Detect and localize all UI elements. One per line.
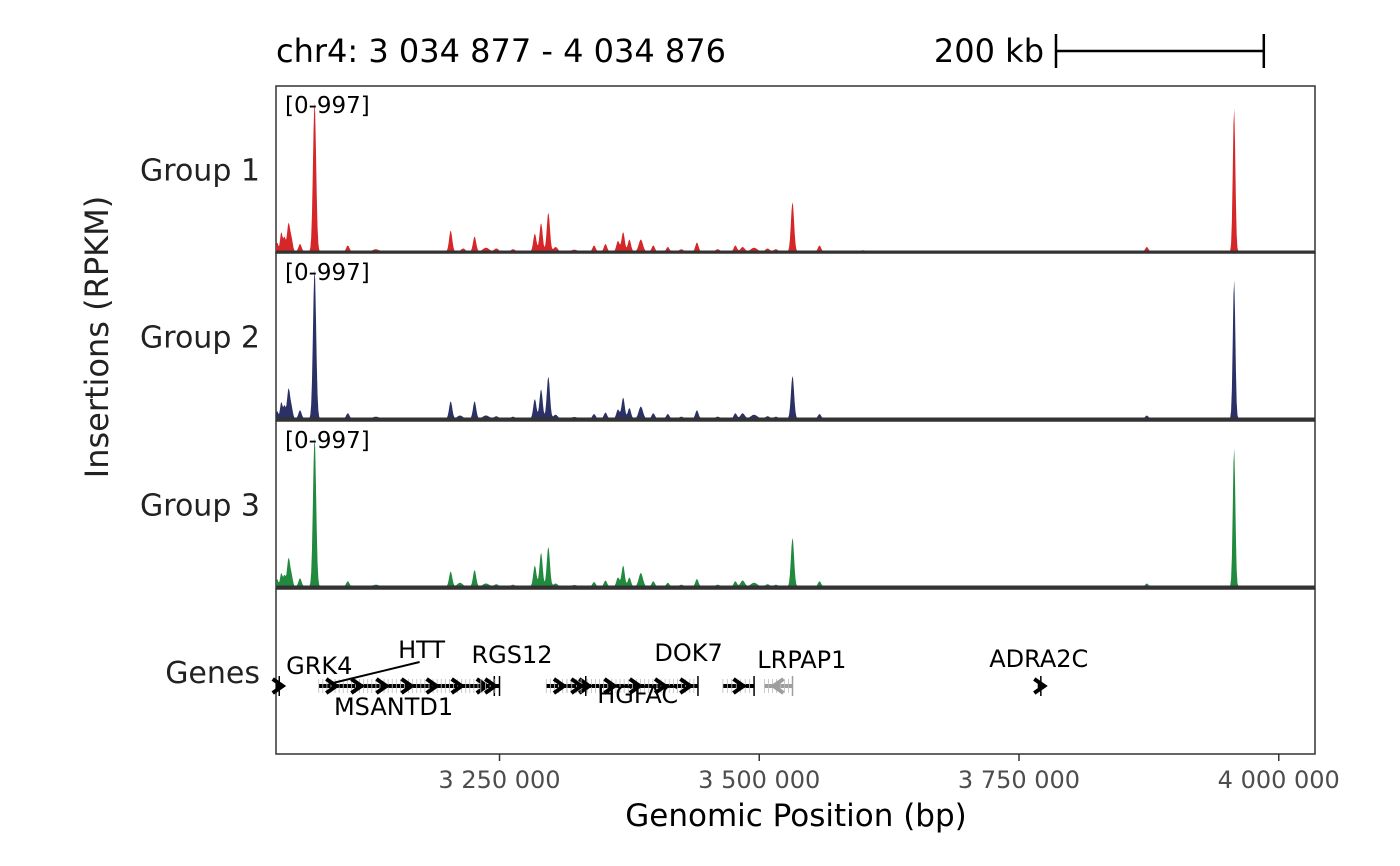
track-name-label: Group 3 <box>140 489 260 524</box>
track-range-label: [0-997] <box>285 260 370 286</box>
gene-label: HGFAC <box>597 681 678 709</box>
strand-arrow <box>603 677 618 695</box>
gene-annotations: GRK4 HTT MSANTD1 RGS12 HGFAC DOK7 LRPAP1 ADRA2C <box>271 636 1088 721</box>
gene-lrpap1: LRPAP1 <box>757 646 846 696</box>
genes-track-frame <box>275 588 1316 755</box>
track-3: [0-997] Group 3 <box>140 420 1316 589</box>
strand-arrow <box>552 677 568 695</box>
gene-adra2c: ADRA2C <box>989 645 1088 696</box>
x-axis: 3 250 000 3 500 000 3 750 000 4 000 000 <box>438 754 1340 794</box>
gene-label: DOK7 <box>654 639 722 667</box>
strand-arrow <box>271 677 287 695</box>
track-1: [0-997] Group 1 <box>140 85 1316 254</box>
gene-hgfac: HGFAC <box>566 676 678 709</box>
track-frame <box>275 85 1316 254</box>
strand-arrow <box>653 677 669 695</box>
x-tick-label: 3 250 000 <box>438 766 560 794</box>
x-tick-label: 3 500 000 <box>698 766 820 794</box>
gene-rgs12: RGS12 <box>471 641 699 696</box>
track-name-label: Group 1 <box>140 154 260 189</box>
track-2: [0-997] Group 2 <box>140 252 1316 421</box>
x-axis-label: Genomic Position (bp) <box>625 798 967 834</box>
gene-label: ADRA2C <box>989 645 1088 673</box>
strand-arrow <box>732 677 747 695</box>
y-axis-label: Insertions (RPKM) <box>78 196 116 478</box>
gene-msantd1: MSANTD1 <box>334 676 501 721</box>
gene-label: LRPAP1 <box>757 646 846 674</box>
gene-label: GRK4 <box>286 652 352 680</box>
track-name-label: Group 2 <box>140 321 260 356</box>
strand-arrow <box>425 677 441 695</box>
strand-arrow <box>578 677 593 695</box>
gene-label-leader <box>328 661 420 685</box>
strand-arrow <box>325 677 340 695</box>
strand-arrow <box>375 677 390 695</box>
gene-label: RGS12 <box>471 641 552 669</box>
strand-arrow <box>1033 677 1048 695</box>
track-frame <box>275 252 1316 421</box>
strand-arrow <box>484 677 499 695</box>
track-range-label: [0-997] <box>285 428 370 454</box>
strand-arrow <box>570 677 585 695</box>
x-tick-label: 4 000 000 <box>1218 766 1340 794</box>
strand-arrow <box>679 677 694 695</box>
gene-label: MSANTD1 <box>334 693 453 721</box>
track-range-label: [0-997] <box>285 93 370 119</box>
region-label: chr4: 3 034 877 - 4 034 876 <box>276 32 726 70</box>
track-frame <box>275 420 1316 589</box>
genes-track: Genes GRK4 HTT MSANTD1 RGS12 HGFAC DOK7 LRPAP1… <box>165 588 1316 755</box>
strand-arrow <box>350 677 365 695</box>
gene-label: HTT <box>398 636 445 664</box>
gene-dok7: DOK7 <box>654 639 755 696</box>
scale-bar-label: 200 kb <box>934 32 1044 70</box>
gene-grk4: GRK4 <box>271 652 352 696</box>
x-tick-label: 3 750 000 <box>958 766 1080 794</box>
coverage-tracks: [0-997] Group 1 [0-997] Group 2 [0-997] Group… <box>140 85 1316 589</box>
scale-bar <box>1054 34 1266 68</box>
genes-track-label: Genes <box>165 656 260 691</box>
strand-arrow <box>400 677 416 695</box>
strand-arrow <box>769 677 785 695</box>
strand-arrow <box>450 677 466 695</box>
strand-arrow <box>628 677 644 695</box>
